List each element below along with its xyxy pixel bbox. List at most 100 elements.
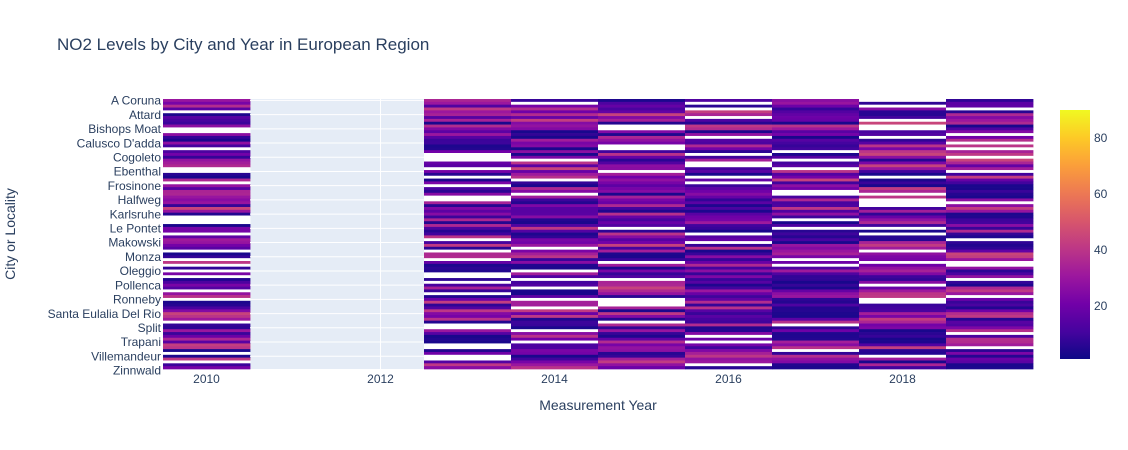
heatmap-cell <box>772 320 860 324</box>
heatmap-cell <box>859 195 947 199</box>
heatmap-cell <box>685 113 773 117</box>
heatmap-cell <box>511 343 599 347</box>
heatmap-cell <box>511 229 599 233</box>
heatmap-cell <box>772 340 860 344</box>
heatmap-cell <box>772 266 860 270</box>
heatmap-cell <box>685 351 773 356</box>
heatmap-cell <box>772 141 860 145</box>
heatmap-cell <box>685 215 773 219</box>
heatmap-cell <box>685 218 773 222</box>
x-axis-title: Measurement Year <box>539 397 657 413</box>
heatmap-cell <box>163 170 251 174</box>
heatmap-cell <box>163 243 251 248</box>
heatmap-cell <box>511 121 599 125</box>
heatmap-cell <box>424 309 512 313</box>
heatmap-cell <box>946 161 1034 165</box>
heatmap-cell <box>685 141 773 145</box>
heatmap-cell <box>685 107 773 111</box>
heatmap-cell <box>859 127 947 131</box>
heatmap-cell <box>859 192 947 196</box>
heatmap-cell <box>511 172 599 177</box>
heatmap-cell <box>859 283 947 287</box>
heatmap-cell <box>163 292 251 296</box>
heatmap-cell <box>163 249 251 253</box>
heatmap-cell <box>946 315 1034 319</box>
heatmap-cell <box>163 346 251 350</box>
heatmap-cell <box>598 241 686 245</box>
heatmap-cell <box>772 295 860 299</box>
heatmap-cell <box>859 252 947 256</box>
heatmap-cell <box>598 309 686 313</box>
heatmap-cell <box>772 138 860 142</box>
heatmap-cell <box>163 201 251 205</box>
heatmap-cell <box>598 346 686 350</box>
heatmap-cell <box>511 110 599 114</box>
heatmap-cell <box>859 118 947 123</box>
heatmap-cell <box>772 99 860 103</box>
heatmap-cell <box>772 167 860 171</box>
heatmap-cell <box>598 121 686 125</box>
heatmap-cell <box>859 232 947 236</box>
heatmap-cell <box>511 150 599 154</box>
heatmap-cell <box>946 204 1034 208</box>
heatmap-cell <box>685 312 773 316</box>
heatmap-cell <box>772 192 860 196</box>
heatmap-cell <box>424 161 512 165</box>
heatmap-cell <box>946 127 1034 131</box>
heatmap-cell <box>772 127 860 131</box>
heatmap-cell <box>772 332 860 336</box>
heatmap-cell <box>598 317 686 322</box>
heatmap-cell <box>511 283 599 287</box>
heatmap-cell <box>424 249 512 253</box>
heatmap-cell <box>598 326 686 330</box>
heatmap-cell <box>163 303 251 307</box>
heatmap-cell <box>859 366 947 370</box>
heatmap-cell <box>424 246 512 250</box>
heatmap-cell <box>511 113 599 117</box>
heatmap-cell <box>598 323 686 327</box>
heatmap-cell <box>685 263 773 268</box>
heatmap-cell <box>163 141 251 145</box>
heatmap-cell <box>598 275 686 279</box>
heatmap-cell <box>946 246 1034 250</box>
heatmap-cell <box>424 99 512 103</box>
heatmap-cell <box>598 266 686 270</box>
heatmap-cell <box>772 181 860 185</box>
heatmap-cell <box>424 172 512 177</box>
heatmap-cell <box>598 289 686 293</box>
heatmap-cell <box>946 303 1034 307</box>
heatmap-cell <box>772 144 860 148</box>
heatmap-cell <box>859 226 947 231</box>
heatmap-cell <box>163 124 251 128</box>
heatmap-cell <box>859 269 947 273</box>
heatmap-cell <box>598 187 686 191</box>
heatmap-cell <box>598 198 686 202</box>
heatmap-cell <box>163 323 251 327</box>
heatmap-cell <box>685 118 773 123</box>
heatmap-cell <box>685 164 773 168</box>
heatmap-cell <box>424 178 512 182</box>
heatmap-cell <box>685 329 773 333</box>
heatmap-cell <box>598 181 686 185</box>
heatmap-cell <box>163 218 251 222</box>
heatmap-cell <box>685 332 773 336</box>
heatmap-cell <box>163 357 251 361</box>
heatmap-cell <box>163 337 251 341</box>
heatmap-cell <box>598 363 686 367</box>
heatmap-cell <box>859 272 947 276</box>
heatmap-cell <box>859 337 947 341</box>
heatmap-cell <box>598 130 686 134</box>
heatmap-cell <box>946 110 1034 114</box>
heatmap-cell <box>772 212 860 216</box>
heatmap-cell <box>163 340 251 344</box>
heatmap-cell <box>163 258 251 262</box>
heatmap-cell <box>598 258 686 262</box>
heatmap-cell <box>946 133 1034 137</box>
heatmap-cell <box>424 226 512 231</box>
heatmap-cell <box>946 116 1034 120</box>
heatmap-cell <box>946 150 1034 154</box>
heatmap-cell <box>946 309 1034 313</box>
heatmap-cell <box>424 167 512 171</box>
heatmap-cell <box>685 280 773 285</box>
